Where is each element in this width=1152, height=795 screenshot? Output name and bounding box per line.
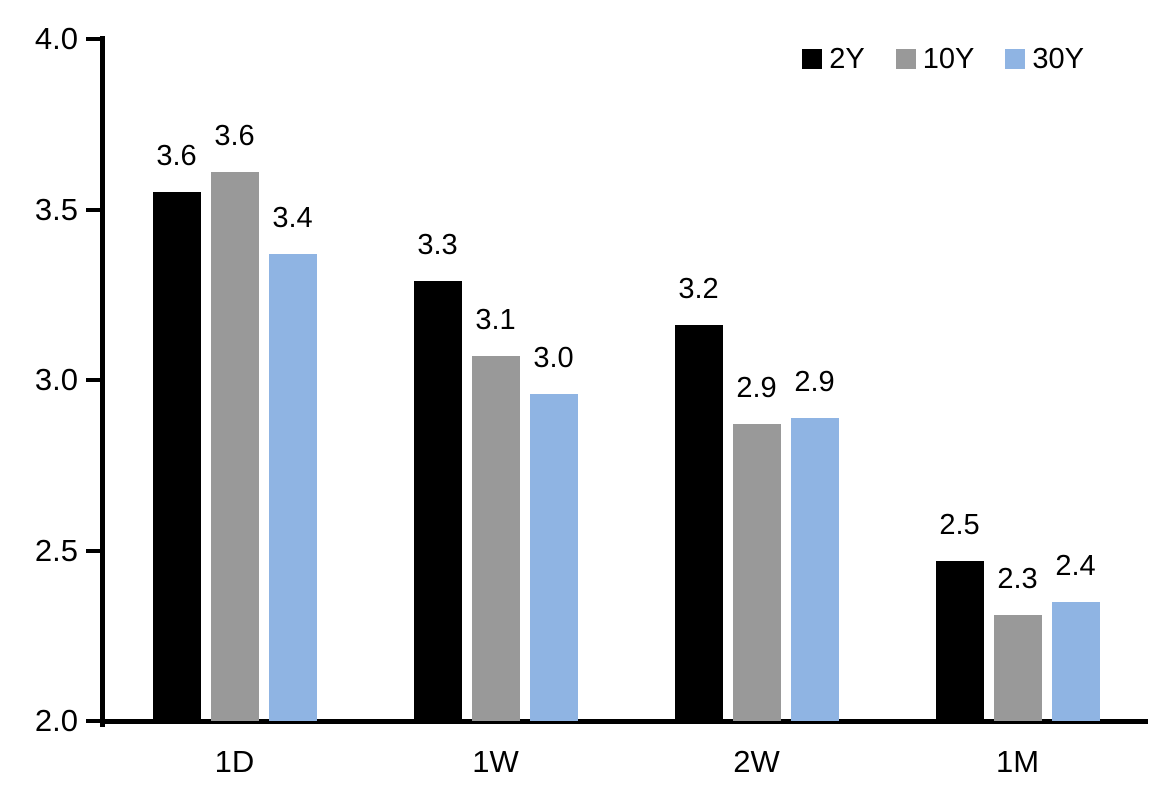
bar: [210, 171, 259, 721]
bar-value-label: 3.6: [156, 140, 197, 173]
bar-value-label: 3.4: [272, 201, 313, 234]
bar-value-label: 2.5: [939, 508, 980, 541]
y-tick-mark: [86, 37, 101, 41]
x-axis-line: [100, 719, 1148, 724]
y-tick-label: 3.5: [34, 191, 78, 227]
x-tick-label: 2W: [733, 744, 780, 779]
bar-value-label: 2.4: [1055, 549, 1096, 582]
y-tick-mark: [86, 719, 101, 723]
bar: [935, 560, 984, 721]
bar: [1051, 601, 1100, 721]
legend-swatch-10y: [895, 49, 916, 69]
x-tick-label: 1M: [995, 744, 1040, 779]
y-tick-mark: [86, 548, 101, 553]
legend-item: 10Y: [895, 43, 975, 75]
y-tick-mark: [86, 378, 101, 382]
legend-item: 30Y: [1005, 44, 1084, 74]
legend-label: 2Y: [829, 43, 865, 75]
bar-value-label: 2.9: [794, 365, 835, 398]
x-tick-label: 1W: [472, 744, 519, 779]
bar: [790, 417, 839, 721]
bar: [529, 393, 578, 721]
bar: [268, 253, 317, 721]
bar-value-label: 2.9: [736, 372, 777, 405]
legend-swatch-2y: [802, 49, 823, 69]
y-axis-line: [100, 36, 105, 727]
bar-value-label: 3.1: [475, 304, 516, 337]
bar-value-label: 2.3: [997, 563, 1038, 596]
bar: [152, 192, 201, 721]
legend-swatch-30y: [1005, 49, 1026, 69]
legend-label: 30Y: [1032, 43, 1084, 75]
y-tick-label: 2.5: [34, 532, 78, 568]
legend: 2Y 10Y 30Y: [802, 44, 1084, 74]
bar: [471, 356, 520, 721]
bar-value-label: 3.3: [417, 229, 458, 262]
bar: [413, 281, 462, 721]
bar: [993, 615, 1042, 721]
legend-label: 10Y: [922, 43, 975, 75]
y-tick-label: 4.0: [34, 21, 78, 56]
legend-item: 2Y: [802, 43, 865, 75]
y-tick-label: 2.0: [34, 703, 78, 738]
bar: [732, 424, 781, 721]
bar-value-label: 3.0: [533, 341, 574, 374]
bar: [674, 325, 723, 721]
bar-value-label: 3.6: [214, 119, 255, 152]
bar-value-label: 3.2: [678, 273, 719, 306]
x-tick-label: 1D: [214, 744, 255, 779]
y-tick-mark: [86, 207, 101, 212]
y-tick-label: 3.0: [34, 362, 78, 397]
